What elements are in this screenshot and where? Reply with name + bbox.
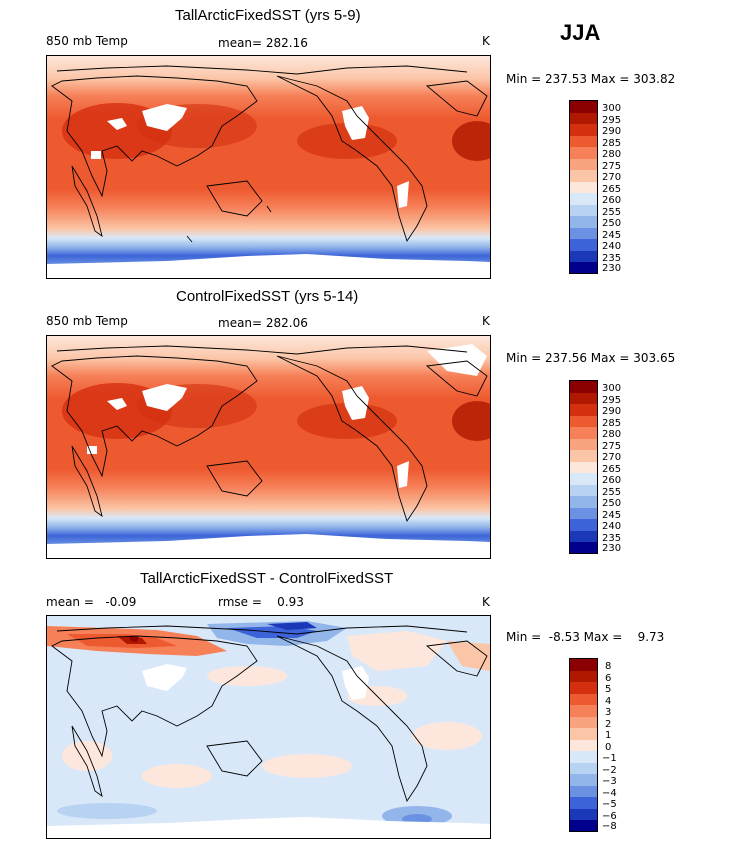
panel1-legend-label: 270 xyxy=(602,172,622,183)
panel3-legend-label: −4 xyxy=(602,788,617,799)
panel2-legend-label: 295 xyxy=(602,395,622,406)
panel3-legend-label: 1 xyxy=(605,730,612,741)
panel2-legend-label: 280 xyxy=(602,429,622,440)
panel2-mean: mean= 282.06 xyxy=(218,316,308,330)
panel1-legend-label: 260 xyxy=(602,195,622,206)
panel2-legend-label: 270 xyxy=(602,452,622,463)
panel3-map-svg xyxy=(47,616,490,838)
panel3-legend-label: 3 xyxy=(605,707,612,718)
panel1-legend-label: 300 xyxy=(602,103,622,114)
panel1-title: TallArcticFixedSST (yrs 5-9) xyxy=(175,7,361,24)
panel3-legend-label: −2 xyxy=(602,765,617,776)
panel3-legend-label: 8 xyxy=(605,661,612,672)
panel3-legend-label: 4 xyxy=(605,696,612,707)
panel3-units: K xyxy=(482,595,490,609)
panel3-legend-label: 6 xyxy=(605,673,612,684)
panel1-map-svg xyxy=(47,56,490,278)
panel1-legend-label: 275 xyxy=(602,161,622,172)
panel2-legend-label: 230 xyxy=(602,543,622,554)
panel3-legend-label: −3 xyxy=(602,776,617,787)
panel2-legend-label: 250 xyxy=(602,498,622,509)
panel2-legend-label: 240 xyxy=(602,521,622,532)
panel2-legend-label: 260 xyxy=(602,475,622,486)
panel2-variable: 850 mb Temp xyxy=(46,314,128,328)
panel1-legend-label: 290 xyxy=(602,126,622,137)
panel2-units: K xyxy=(482,314,490,328)
panel2-legend-label: 290 xyxy=(602,406,622,417)
panel3-colorbar xyxy=(569,658,598,832)
panel3-rmse: rmse = 0.93 xyxy=(218,595,304,609)
panel2-legend-label: 245 xyxy=(602,510,622,521)
panel1-variable: 850 mb Temp xyxy=(46,34,128,48)
panel2-minmax: Min = 237.56 Max = 303.65 xyxy=(506,351,676,365)
panel1-minmax: Min = 237.53 Max = 303.82 xyxy=(506,72,676,86)
panel3-legend-label: −1 xyxy=(602,753,617,764)
panel1-legend-label: 235 xyxy=(602,253,622,264)
panel2-legend-label: 275 xyxy=(602,441,622,452)
panel2-legend-label: 255 xyxy=(602,487,622,498)
panel1-legend-label: 280 xyxy=(602,149,622,160)
panel3-legend-label: −6 xyxy=(602,811,617,822)
panel1-map xyxy=(46,55,491,279)
panel2-title: ControlFixedSST (yrs 5-14) xyxy=(176,288,359,305)
panel1-legend-label: 265 xyxy=(602,184,622,195)
panel3-mean: mean = -0.09 xyxy=(46,595,137,609)
panel2-legend-label: 235 xyxy=(602,533,622,544)
panel1-mean: mean= 282.16 xyxy=(218,36,308,50)
panel1-legend-label: 245 xyxy=(602,230,622,241)
season-label: JJA xyxy=(560,20,601,45)
panel3-map xyxy=(46,615,491,839)
panel3-legend-label: 2 xyxy=(605,719,612,730)
panel1-colorbar xyxy=(569,100,598,274)
panel1-legend-label: 285 xyxy=(602,138,622,149)
panel2-legend-label: 300 xyxy=(602,383,622,394)
panel1-legend-label: 255 xyxy=(602,207,622,218)
panel3-title: TallArcticFixedSST - ControlFixedSST xyxy=(140,570,394,587)
panel2-legend-label: 265 xyxy=(602,464,622,475)
panel2-legend-label: 285 xyxy=(602,418,622,429)
panel2-map xyxy=(46,335,491,559)
panel3-legend-label: −8 xyxy=(602,821,617,832)
panel1-units: K xyxy=(482,34,490,48)
panel1-legend-label: 240 xyxy=(602,241,622,252)
panel3-minmax: Min = -8.53 Max = 9.73 xyxy=(506,630,665,644)
panel2-map-svg xyxy=(47,336,490,558)
panel3-legend-label: 5 xyxy=(605,684,612,695)
panel1-legend-label: 250 xyxy=(602,218,622,229)
panel3-legend-label: −5 xyxy=(602,799,617,810)
panel3-legend-label: 0 xyxy=(605,742,612,753)
panel1-legend-label: 295 xyxy=(602,115,622,126)
panel2-colorbar xyxy=(569,380,598,554)
panel1-legend-label: 230 xyxy=(602,263,622,274)
